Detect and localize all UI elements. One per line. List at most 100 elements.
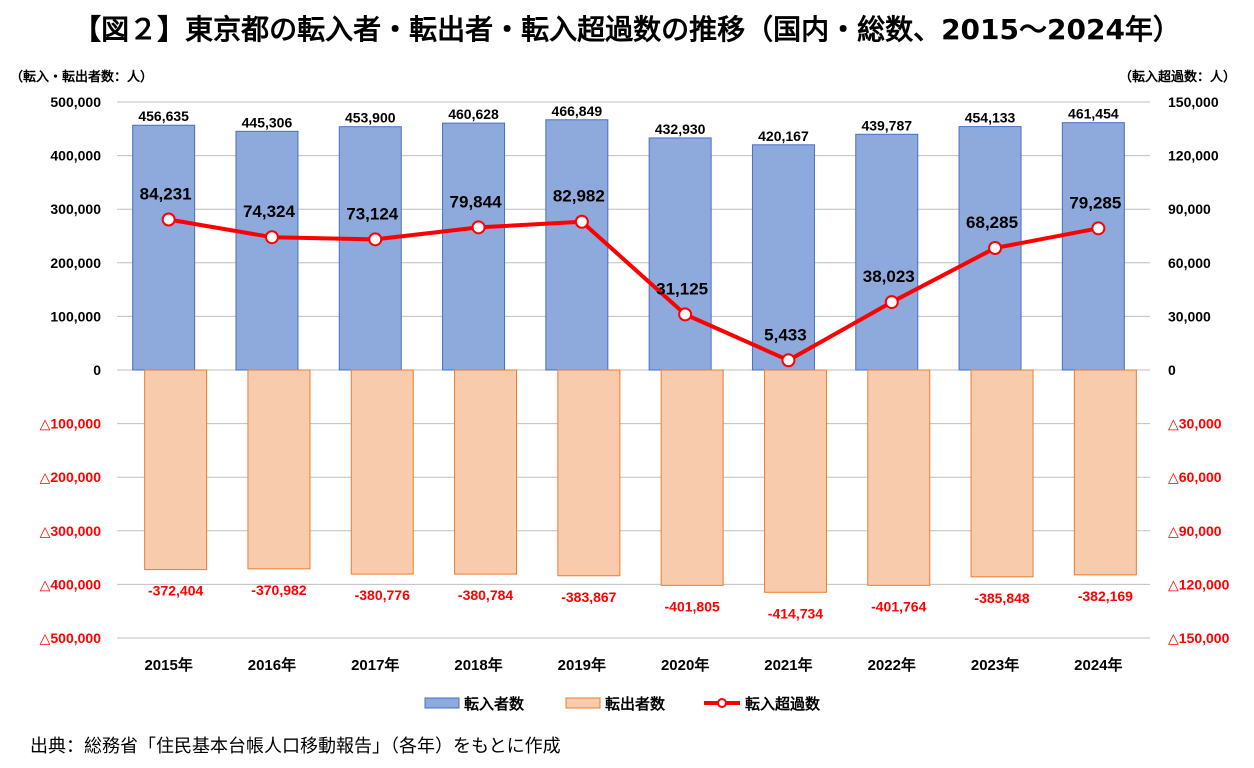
right-axis-tick-label: 60,000 — [1168, 255, 1211, 271]
legend-net-marker — [717, 698, 727, 708]
x-axis-tick-label: 2016年 — [248, 656, 296, 674]
net-point — [471, 220, 486, 235]
right-axis-tick-label: △60,000 — [1168, 469, 1222, 485]
x-axis-tick-label: 2020年 — [661, 656, 709, 674]
net-point — [884, 295, 899, 310]
x-axis-tick-label: 2024年 — [1074, 656, 1122, 674]
right-axis-tick-label: △90,000 — [1168, 523, 1222, 539]
bar-inflow — [1061, 122, 1125, 371]
bar-inflow — [338, 126, 402, 371]
x-axis-tick-label: 2021年 — [764, 656, 812, 674]
right-axis-tick-label: 120,000 — [1168, 148, 1219, 164]
bar-inflow-label: 445,306 — [242, 114, 293, 130]
right-axis-tick-label: 150,000 — [1168, 94, 1219, 110]
net-point-label: 79,844 — [450, 192, 503, 211]
right-axis-unit: （転入超過数：人） — [1118, 70, 1236, 85]
net-point — [781, 353, 796, 368]
legend-inflow-swatch — [424, 697, 460, 709]
bar-outflow-label: -385,848 — [974, 590, 1029, 606]
bar-outflow-label: -380,784 — [458, 587, 513, 603]
net-point-label: 74,324 — [243, 202, 296, 221]
net-point — [988, 240, 1003, 255]
left-axis-unit: （転入・転出者数：人） — [10, 70, 154, 85]
legend-inflow-label: 転入者数 — [464, 695, 525, 713]
bar-outflow-label: -414,734 — [768, 605, 823, 621]
bar-inflow-label: 453,900 — [345, 110, 396, 126]
legend-net-label: 転入超過数 — [745, 695, 821, 713]
bar-outflow — [660, 369, 724, 586]
bar-outflow — [867, 369, 931, 586]
left-axis-tick-label: △100,000 — [40, 416, 102, 432]
bar-inflow-label: 454,133 — [965, 110, 1016, 126]
bar-outflow-label: -380,776 — [355, 587, 410, 603]
net-point — [264, 230, 279, 245]
net-point-label: 38,023 — [863, 267, 915, 286]
left-axis-tick-label: 500,000 — [50, 94, 101, 110]
bar-inflow-label: 461,454 — [1068, 106, 1119, 122]
net-point-label: 84,231 — [140, 185, 192, 204]
bar-outflow — [454, 369, 518, 575]
left-axis-tick-label: △300,000 — [40, 523, 102, 539]
bar-inflow — [442, 122, 506, 371]
bar-inflow-label: 432,930 — [655, 121, 706, 137]
left-axis-tick-label: △200,000 — [40, 469, 102, 485]
bar-inflow — [132, 124, 196, 371]
net-point-label: 82,982 — [553, 187, 605, 206]
bar-inflow — [751, 144, 815, 371]
legend-outflow-swatch — [565, 697, 601, 709]
chart-title: 【図２】東京都の転入者・転出者・転入超過数の推移（国内・総数、2015～2024… — [73, 13, 1181, 46]
bar-outflow-label: -383,867 — [561, 589, 616, 605]
left-axis-tick-label: 200,000 — [50, 255, 101, 271]
net-point — [678, 307, 693, 322]
right-axis-tick-label: △150,000 — [1168, 630, 1230, 646]
bar-inflow-label: 456,635 — [138, 108, 189, 124]
right-axis-tick-label: 30,000 — [1168, 308, 1211, 324]
left-axis-tick-label: 100,000 — [50, 308, 101, 324]
bar-inflow-label: 420,167 — [758, 128, 809, 144]
bar-outflow-label: -372,404 — [148, 583, 203, 599]
bar-inflow-label: 460,628 — [448, 106, 499, 122]
net-point-label: 79,285 — [1069, 193, 1121, 212]
bar-inflow — [648, 137, 712, 371]
bar-inflow — [235, 130, 299, 371]
left-axis-tick-label: 400,000 — [50, 148, 101, 164]
left-axis-tick-label: △400,000 — [40, 576, 102, 592]
bar-outflow — [1073, 369, 1137, 576]
bar-outflow-label: -401,805 — [665, 598, 720, 614]
left-axis-tick-label: △500,000 — [40, 630, 102, 646]
x-axis-tick-label: 2019年 — [558, 656, 606, 674]
bar-outflow — [144, 369, 208, 571]
net-point — [368, 232, 383, 247]
left-axis-tick-label: 0 — [93, 362, 101, 378]
bar-inflow — [545, 119, 609, 371]
bar-outflow-label: -382,169 — [1078, 588, 1133, 604]
right-axis-tick-label: △120,000 — [1168, 576, 1230, 592]
x-axis-tick-label: 2023年 — [971, 656, 1019, 674]
right-axis-tick-label: 90,000 — [1168, 201, 1211, 217]
net-line — [168, 217, 1099, 363]
bar-outflow-label: -401,764 — [871, 598, 926, 614]
bar-inflow-label: 439,787 — [861, 117, 912, 133]
left-axis-tick-label: 300,000 — [50, 201, 101, 217]
bar-outflow-label: -370,982 — [251, 582, 306, 598]
source-note: 出典：総務省「住民基本台帳人口移動報告」（各年）をもとに作成 — [30, 736, 561, 757]
x-axis-tick-label: 2017年 — [351, 656, 399, 674]
bar-outflow — [350, 369, 414, 575]
bar-inflow — [855, 133, 919, 371]
right-axis-tick-label: △30,000 — [1168, 416, 1222, 432]
legend-outflow-label: 転出者数 — [605, 695, 666, 713]
x-axis-tick-label: 2018年 — [454, 656, 502, 674]
net-point — [574, 214, 589, 229]
x-axis-tick-label: 2015年 — [144, 656, 192, 674]
net-point — [1091, 221, 1106, 236]
net-point-label: 73,124 — [346, 204, 399, 223]
net-point-label: 31,125 — [656, 279, 708, 298]
bar-outflow — [763, 369, 827, 593]
bar-outflow — [557, 369, 621, 577]
net-point-label: 5,433 — [764, 325, 807, 344]
x-axis-tick-label: 2022年 — [868, 656, 916, 674]
bar-outflow — [247, 369, 311, 570]
bar-outflow — [970, 369, 1034, 578]
